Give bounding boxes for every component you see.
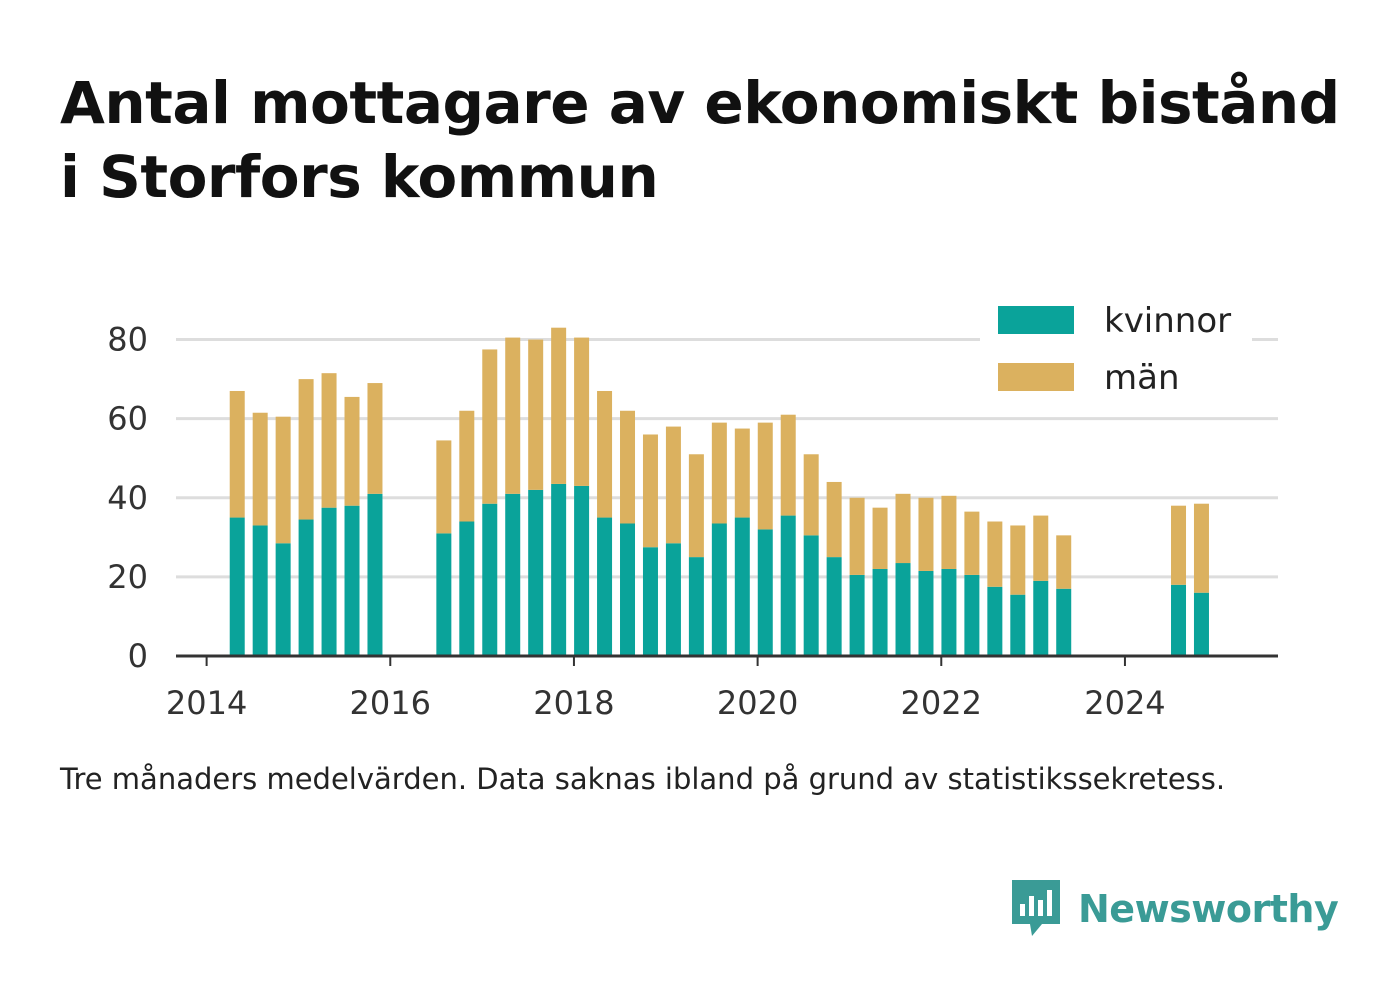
bar-man — [734, 428, 750, 518]
bar-kvinnor — [344, 505, 360, 656]
bar-kvinnor — [872, 568, 888, 656]
bar-man — [321, 373, 337, 508]
bar-man — [826, 481, 842, 558]
bar-man — [459, 410, 475, 522]
bar-kvinnor — [780, 515, 796, 656]
legend-label-man: män — [1104, 358, 1180, 398]
bar-man — [482, 349, 498, 504]
bar-kvinnor — [275, 543, 291, 656]
bar-kvinnor — [803, 535, 819, 656]
y-axis-ticks: 0 20 40 60 80 — [107, 321, 148, 675]
y-tick-label: 80 — [107, 321, 148, 359]
bar-kvinnor — [436, 533, 452, 656]
bar-man — [551, 327, 567, 484]
bar-man — [642, 434, 658, 548]
bar-kvinnor — [711, 523, 727, 656]
bar-kvinnor — [918, 570, 934, 656]
brand-name: Newsworthy — [1078, 887, 1339, 931]
x-tick-label: 2018 — [533, 684, 614, 722]
bar-man — [711, 422, 727, 524]
bar-man — [918, 497, 934, 571]
bar-kvinnor — [367, 493, 383, 656]
bar-man — [964, 511, 980, 575]
newsworthy-logo: Newsworthy — [1010, 878, 1339, 940]
bar-kvinnor — [987, 586, 1003, 656]
bar-man — [574, 337, 590, 486]
bar-man — [1171, 505, 1187, 585]
chart-title: Antal mottagare av ekonomiskt bistånd i … — [60, 69, 1340, 211]
y-tick-label: 20 — [107, 558, 148, 596]
x-tick-label: 2020 — [717, 684, 798, 722]
bar-kvinnor — [298, 519, 314, 656]
bar-kvinnor — [757, 529, 773, 656]
bar-man — [436, 440, 452, 534]
y-tick-label: 40 — [107, 479, 148, 517]
bar-kvinnor — [482, 503, 498, 656]
bar-man — [528, 339, 544, 490]
bar-man — [872, 507, 888, 569]
bar-man — [367, 383, 383, 494]
bar-kvinnor — [895, 563, 911, 656]
y-tick-label: 60 — [107, 400, 148, 438]
bar-kvinnor — [826, 557, 842, 656]
legend-swatch-man — [998, 363, 1074, 391]
bar-kvinnor — [321, 507, 337, 656]
x-tick-label: 2016 — [350, 684, 431, 722]
bar-kvinnor — [1056, 588, 1072, 656]
bar-kvinnor — [642, 547, 658, 656]
bar-man — [665, 426, 681, 544]
bar-kvinnor — [1171, 584, 1187, 656]
bar-man — [505, 337, 521, 494]
legend-swatch-kvinnor — [998, 306, 1074, 334]
legend-label-kvinnor: kvinnor — [1104, 301, 1231, 341]
bar-man — [895, 493, 911, 564]
bar-kvinnor — [734, 517, 750, 656]
bar-kvinnor — [505, 493, 521, 656]
bar-man — [597, 390, 613, 518]
y-tick-label: 0 — [128, 637, 148, 675]
bar-kvinnor — [849, 574, 865, 656]
bar-man — [620, 410, 636, 524]
bar-kvinnor — [252, 525, 268, 656]
bar-chart-speech-bubble-icon — [1012, 880, 1060, 936]
x-tick-label: 2014 — [166, 684, 247, 722]
bar-kvinnor — [597, 517, 613, 656]
bar-kvinnor — [551, 483, 567, 656]
bar-kvinnor — [665, 543, 681, 656]
bar-man — [780, 414, 796, 516]
bar-man — [941, 495, 957, 569]
bar-chart: kvinnor män 2014 2016 2018 2020 2022 2024 0 20… — [107, 292, 1278, 722]
bar-man — [1033, 515, 1049, 581]
legend: kvinnor män — [980, 292, 1252, 414]
bars — [229, 327, 1209, 656]
bar-man — [298, 379, 314, 520]
bar-kvinnor — [688, 557, 704, 656]
bar-kvinnor — [964, 574, 980, 656]
bar-kvinnor — [459, 521, 475, 656]
bar-man — [1010, 525, 1026, 595]
x-tick-label: 2024 — [1084, 684, 1165, 722]
x-axis-ticks: 2014 2016 2018 2020 2022 2024 — [166, 656, 1166, 722]
bar-kvinnor — [1010, 594, 1026, 656]
bar-man — [803, 454, 819, 536]
bar-man — [1056, 535, 1072, 589]
bar-man — [344, 396, 360, 506]
bar-kvinnor — [620, 523, 636, 656]
bar-kvinnor — [1193, 592, 1209, 656]
bar-kvinnor — [941, 568, 957, 656]
bar-man — [252, 412, 268, 526]
footnote: Tre månaders medelvärden. Data saknas ib… — [60, 762, 1226, 796]
bar-kvinnor — [528, 489, 544, 656]
x-tick-label: 2022 — [901, 684, 982, 722]
bar-man — [229, 390, 245, 518]
bar-kvinnor — [574, 485, 590, 656]
bar-kvinnor — [229, 517, 245, 656]
bar-man — [757, 422, 773, 530]
bar-man — [1193, 503, 1209, 593]
bar-man — [987, 521, 1003, 587]
bar-man — [275, 416, 291, 544]
bar-kvinnor — [1033, 580, 1049, 656]
bar-man — [688, 454, 704, 558]
bar-man — [849, 497, 865, 575]
